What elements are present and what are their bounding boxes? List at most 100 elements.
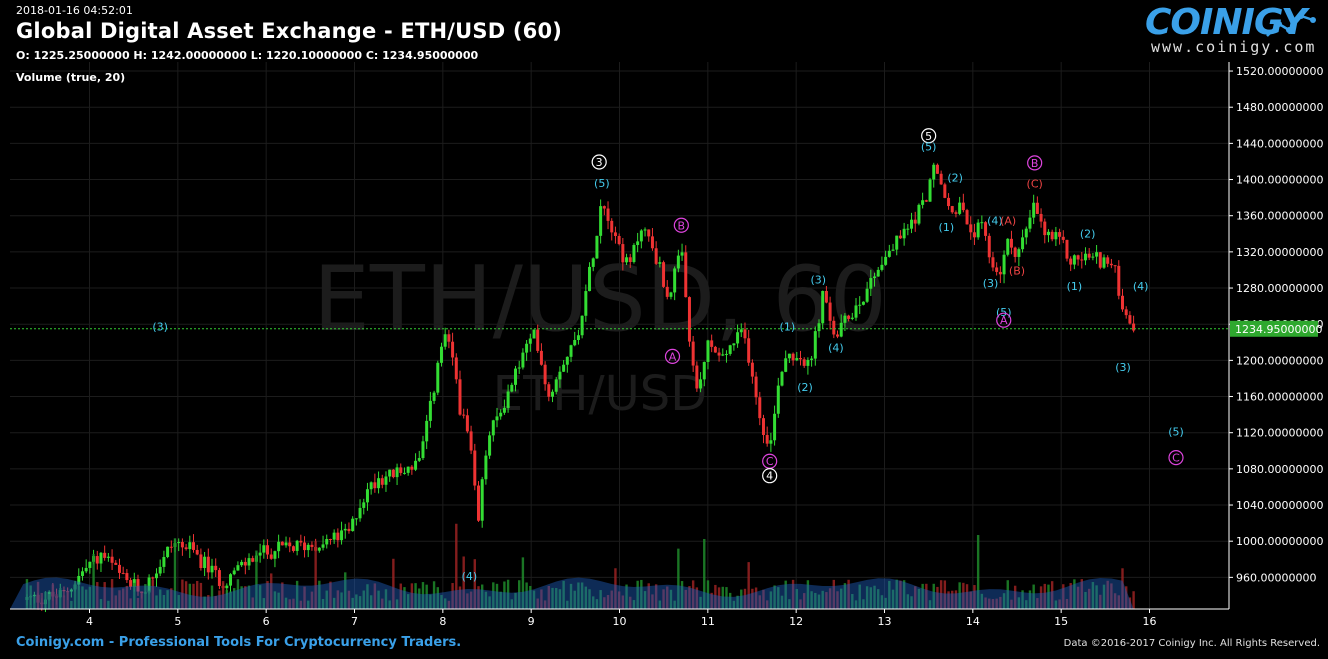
volume-bar [936, 586, 939, 609]
candle-body [658, 262, 662, 264]
volume-bar [1054, 600, 1058, 609]
volume-bar [410, 583, 414, 609]
volume-bar [129, 598, 132, 609]
footer-tagline[interactable]: Coinigy.com - Professional Tools For Cry… [16, 635, 462, 650]
candle-body [495, 416, 499, 421]
volume-bar [473, 559, 476, 609]
volume-bar [758, 595, 761, 609]
wave-label: (4) [987, 215, 1003, 228]
candle-body [895, 235, 899, 250]
candle-body [943, 184, 947, 198]
candle-body [869, 278, 873, 289]
candle-body [347, 528, 351, 532]
candle-body [765, 434, 769, 444]
volume-bar [888, 580, 891, 609]
volume-bar [732, 600, 736, 609]
candle-body [1058, 232, 1062, 237]
candle-body [103, 552, 107, 558]
candle-body [1035, 202, 1039, 214]
volume-bar [218, 590, 221, 609]
volume-bar [558, 589, 562, 609]
volume-bar [336, 590, 340, 609]
y-tick-label: 1160.00000000 [1236, 391, 1323, 404]
volume-bar [717, 587, 721, 609]
candle-body [802, 359, 806, 366]
candle-body [806, 359, 810, 366]
candle-body [69, 589, 73, 592]
wave-label: (2) [1080, 227, 1096, 240]
candle-body [147, 577, 151, 593]
candle-body [469, 431, 473, 451]
volume-bar [366, 584, 369, 609]
volume-bar [221, 581, 225, 609]
wave-label: C [766, 455, 774, 468]
logo-url: www.coinigy.com [1151, 38, 1317, 56]
volume-bar [954, 590, 958, 609]
wave-label: (4) [462, 570, 478, 583]
volume-bar [854, 600, 858, 609]
volume-bar [495, 583, 499, 609]
candle-body [532, 329, 536, 339]
volume-bar [836, 591, 839, 609]
volume-bar [695, 587, 699, 609]
volume-bar [1002, 593, 1006, 609]
volume-bar [118, 590, 121, 609]
coinigy-logo[interactable]: COINIGY www.coinigy.com [1145, 2, 1320, 58]
candle-body [166, 546, 170, 558]
candle-body [106, 556, 110, 558]
wave-label: (2) [947, 171, 963, 184]
candle-body [965, 210, 969, 225]
candle-body [747, 338, 751, 363]
volume-bar [392, 558, 395, 609]
candle-body [769, 440, 773, 444]
candle-body [169, 546, 173, 548]
candle-body [880, 264, 884, 270]
candle-body [525, 343, 529, 353]
candle-body [488, 435, 492, 456]
volume-bar [806, 580, 810, 609]
candle-body [162, 557, 166, 567]
volume-bar [880, 595, 884, 609]
volume-bar [873, 585, 876, 609]
candle-body [295, 540, 299, 551]
volume-bar [621, 595, 625, 609]
volume-bar [281, 582, 284, 609]
volume-bar [329, 581, 332, 609]
candle-body [795, 358, 799, 361]
candle-body [580, 315, 584, 336]
volume-bar [536, 598, 539, 609]
candle-body [976, 222, 980, 238]
volume-bar [443, 598, 447, 609]
x-tick-label: 9 [528, 615, 535, 628]
candle-body [599, 206, 603, 236]
candle-body [439, 346, 443, 363]
volume-bar [440, 595, 443, 609]
volume-bar [965, 584, 969, 609]
volume-bar [262, 598, 266, 609]
volume-bar [999, 596, 1002, 609]
y-tick-label: 1080.00000000 [1236, 463, 1323, 476]
candle-body [791, 353, 795, 361]
volume-bar [158, 589, 162, 609]
volume-bar [780, 595, 784, 609]
x-tick-label: 12 [789, 615, 803, 628]
volume-bar [1017, 597, 1021, 609]
volume-bar [1091, 582, 1095, 609]
volume-bar [1121, 568, 1124, 609]
candle-body [573, 340, 577, 346]
volume-bar [751, 588, 754, 609]
candle-body [987, 235, 991, 258]
volume-bar [125, 585, 129, 609]
candle-body [443, 334, 447, 347]
candle-body [1002, 254, 1006, 275]
wave-label: (1) [939, 221, 955, 234]
volume-bar [939, 580, 943, 609]
candle-body [351, 518, 355, 532]
volume-bar [980, 593, 984, 609]
candle-body [958, 202, 962, 214]
candle-body [798, 358, 802, 360]
candle-body [713, 346, 717, 353]
volume-bar [973, 585, 976, 609]
volume-bar [277, 592, 280, 609]
